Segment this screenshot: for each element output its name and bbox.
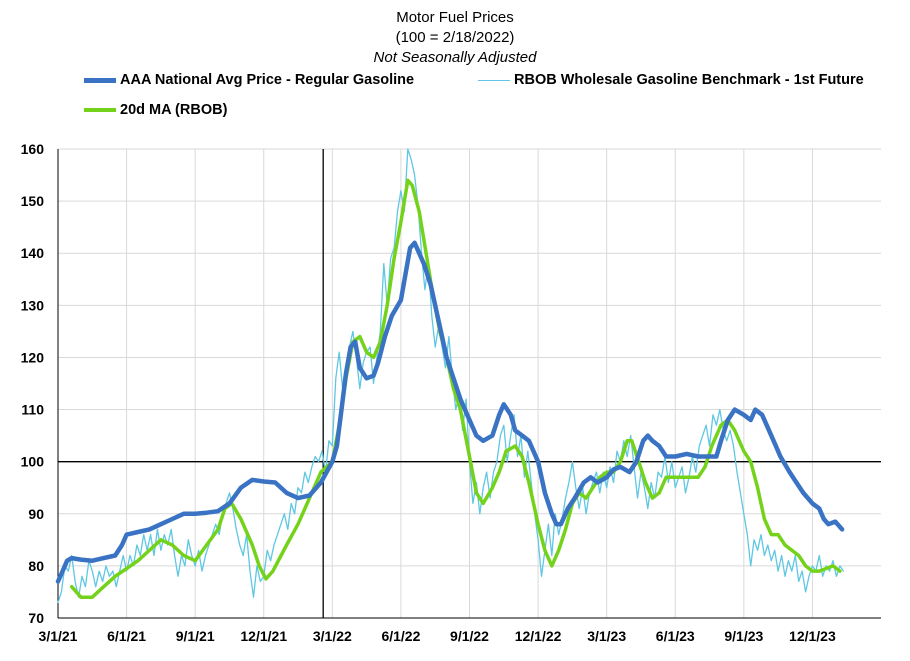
y-tick-label: 160 xyxy=(21,141,45,157)
y-tick-label: 70 xyxy=(28,610,44,626)
y-tick-label: 90 xyxy=(28,506,44,522)
y-tick-label: 80 xyxy=(28,558,44,574)
legend-ma-label: 20d MA (RBOB) xyxy=(120,102,228,118)
y-tick-label: 140 xyxy=(21,245,45,261)
y-tick-label: 120 xyxy=(21,349,45,365)
x-tick-label: 12/1/23 xyxy=(789,628,836,644)
x-tick-label: 3/1/23 xyxy=(587,628,626,644)
legend-aaa-swatch xyxy=(84,77,116,83)
x-tick-label: 6/1/22 xyxy=(381,628,420,644)
legend-rbob-label: RBOB Wholesale Gasoline Benchmark - 1st … xyxy=(514,72,864,88)
x-tick-label: 9/1/23 xyxy=(724,628,763,644)
chart-subtitle: (100 = 2/18/2022) xyxy=(395,29,515,46)
y-tick-label: 150 xyxy=(21,193,45,209)
y-tick-label: 130 xyxy=(21,297,45,313)
x-tick-label: 3/1/21 xyxy=(39,628,78,644)
legend-rbob: RBOB Wholesale Gasoline Benchmark - 1st … xyxy=(478,72,864,88)
legend-rbob-swatch xyxy=(478,79,510,81)
x-tick-label: 9/1/21 xyxy=(176,628,215,644)
y-tick-label: 100 xyxy=(21,454,45,470)
legend-ma: 20d MA (RBOB) xyxy=(84,102,227,118)
chart-title: Motor Fuel Prices xyxy=(396,9,514,26)
x-tick-label: 9/1/22 xyxy=(450,628,489,644)
x-tick-label: 6/1/23 xyxy=(656,628,695,644)
legend-aaa-label: AAA National Avg Price - Regular Gasolin… xyxy=(120,72,415,88)
x-tick-label: 12/1/21 xyxy=(240,628,287,644)
series-aaa-line xyxy=(55,240,845,584)
legend-aaa: AAA National Avg Price - Regular Gasolin… xyxy=(84,72,414,88)
legend-ma-swatch xyxy=(84,108,116,112)
x-tick-label: 3/1/22 xyxy=(313,628,352,644)
x-tick-label: 6/1/21 xyxy=(107,628,146,644)
chart-note: Not Seasonally Adjusted xyxy=(373,49,537,66)
y-tick-label: 110 xyxy=(21,402,44,418)
series-rbob-line xyxy=(57,148,844,604)
x-tick-label: 12/1/22 xyxy=(515,628,562,644)
